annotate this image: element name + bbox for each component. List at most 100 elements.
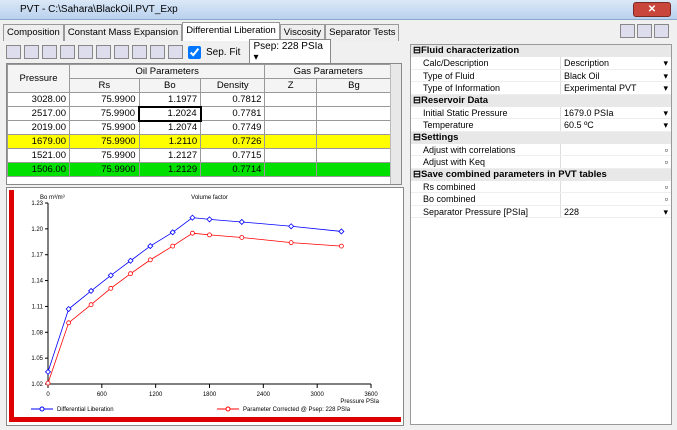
table-cell[interactable] [315,120,393,135]
dropdown-arrow[interactable]: ▾ [663,107,668,118]
table-cell[interactable] [264,134,317,149]
open-button[interactable] [637,24,652,38]
table-cell[interactable]: 0.7749 [200,120,266,135]
table-cell[interactable]: 1506.00 [7,162,70,177]
x-axis-label: Pressure PSIa [340,399,379,405]
psep-select[interactable]: Psep: 228 PSIa ▾ [249,39,332,65]
table-cell[interactable] [264,92,317,107]
table-cell[interactable]: 0.7812 [200,92,266,107]
tool-button[interactable] [78,45,93,59]
tab[interactable]: Differential Liberation [182,22,280,41]
marker [190,230,195,236]
marker [88,287,95,294]
dropdown-arrow[interactable]: ▾ [663,83,668,93]
table-cell[interactable]: 0.7726 [200,134,266,149]
table-row: 1679.00 75.9900 1.2110 0.7726 [7,134,393,149]
table-cell[interactable] [264,120,317,135]
marker [338,243,344,249]
tab[interactable]: Composition [3,24,64,41]
table-cell[interactable] [264,106,317,121]
table-cell[interactable]: 1.2110 [138,134,202,149]
property-value[interactable]: ▫ [561,144,671,156]
tool-button[interactable] [96,45,111,59]
marker [206,216,213,223]
table-cell[interactable]: 1.2129 [138,162,202,177]
checkbox[interactable]: ▫ [664,194,668,204]
table-cell[interactable]: 1679.00 [7,134,70,149]
property-row: Type of Information Experimental PVT ▾ [411,82,671,95]
x-tick-label: 1200 [149,392,163,398]
property-value[interactable]: Experimental PVT ▾ [564,83,668,93]
column-header: Bg [315,78,393,93]
table-cell[interactable] [315,148,393,163]
table-cell[interactable]: 75.9900 [69,106,140,121]
legend-label: Differential Liberation [57,407,114,413]
sep-fit-checkbox[interactable] [188,45,201,59]
tool-button[interactable] [150,45,165,59]
chart-title: Volume factor [191,195,228,201]
table-cell[interactable]: 75.9900 [69,120,140,135]
property-value[interactable]: ▫ [561,193,671,205]
property-value[interactable]: 60.5 ºC ▾ [564,120,668,130]
table-cell[interactable]: 1521.00 [7,148,70,163]
table-cell[interactable] [315,162,393,177]
table-cell[interactable]: 0.7714 [200,162,266,177]
tab[interactable]: Separator Tests [325,24,400,41]
property-value[interactable]: Description ▾ [564,58,668,68]
table-cell[interactable]: 75.9900 [69,134,140,149]
tool-button[interactable] [132,45,147,59]
dropdown-arrow[interactable]: ▾ [663,206,668,217]
table-cell[interactable] [315,106,393,121]
property-value[interactable]: ▫ [561,156,671,168]
tool-button[interactable] [168,45,183,59]
table: Pressure Oil Parameters Gas Parameters Rs B… [7,64,393,177]
table-cell[interactable]: 1.2024 [138,105,202,122]
tab[interactable]: Viscosity [279,24,326,41]
section-header: ⊟Fluid characterization [411,45,671,57]
tool-button[interactable] [24,45,39,59]
tab[interactable]: Constant Mass Expansion [63,24,183,41]
tool-button[interactable] [60,45,75,59]
table-cell[interactable]: 1.2127 [138,148,202,163]
checkbox[interactable]: ▫ [664,181,668,192]
property-value[interactable]: 228 ▾ [564,206,668,217]
property-value[interactable]: Black Oil ▾ [564,70,668,81]
table-cell[interactable] [315,92,393,107]
marker [207,232,212,238]
table-cell[interactable] [264,148,317,163]
table-cell[interactable]: 1.2074 [138,120,202,135]
dropdown-arrow[interactable]: ▾ [663,58,668,68]
property-label: Adjust with correlations [411,143,561,155]
close-button[interactable]: ✕ [633,2,671,17]
table-cell[interactable] [315,134,393,149]
save-button[interactable] [654,24,669,38]
sep-fit-label: Sep. Fit [206,46,241,58]
table-cell[interactable]: 0.7715 [200,148,266,163]
scrollbar[interactable] [390,64,401,184]
property-row: Type of Fluid Black Oil ▾ [411,69,671,82]
y-tick-label: 1.14 [31,279,43,285]
table-cell[interactable]: 2019.00 [7,120,70,135]
tool-button[interactable] [114,45,129,59]
table-cell[interactable]: 75.9900 [69,148,140,163]
table-cell[interactable]: 75.9900 [69,162,140,177]
checkbox[interactable]: ▫ [664,144,668,155]
checkbox[interactable]: ▫ [664,157,668,167]
property-value[interactable]: ▫ [561,181,671,193]
section-header: ⊟Reservoir Data [411,94,671,107]
new-button[interactable] [620,24,635,38]
table-cell[interactable]: 2517.00 [7,106,70,121]
table-cell[interactable]: 75.9900 [69,92,140,107]
x-tick-label: 3600 [364,392,378,398]
table-cell[interactable]: 1.1977 [138,92,202,107]
table-cell[interactable] [264,162,317,177]
table-cell[interactable]: 3028.00 [7,92,70,107]
marker [170,243,176,249]
dropdown-arrow[interactable]: ▾ [663,120,668,130]
table-cell[interactable]: 0.7781 [200,106,266,121]
tool-button[interactable] [6,45,21,59]
property-value[interactable]: 1679.0 PSIa ▾ [564,107,668,118]
tool-button[interactable] [42,45,57,59]
property-label: Type of Information [411,82,561,94]
dropdown-arrow[interactable]: ▾ [663,70,668,81]
